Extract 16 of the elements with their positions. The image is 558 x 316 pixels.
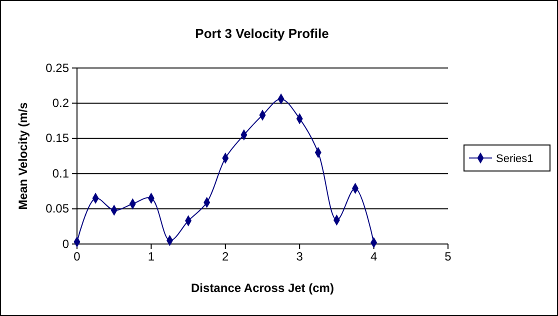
chart-title: Port 3 Velocity Profile — [195, 26, 329, 41]
y-tick-label: 0.1 — [52, 166, 70, 180]
y-axis-title: Mean Velocity (m/s — [16, 102, 30, 210]
x-tick-label: 1 — [148, 250, 155, 264]
y-tick-label: 0.15 — [46, 131, 70, 146]
y-tick-label: 0 — [62, 236, 70, 251]
y-tick-label: 0.05 — [46, 202, 70, 216]
y-tick-label: 0.2 — [52, 96, 70, 110]
x-tick-label: 0 — [74, 250, 81, 264]
x-axis-title: Distance Across Jet (cm) — [191, 281, 334, 295]
legend-label: Series1 — [496, 153, 534, 165]
x-tick-label: 4 — [370, 250, 378, 264]
x-tick-label: 5 — [444, 250, 452, 264]
x-tick-label: 3 — [296, 250, 304, 264]
y-tick-label: 0.25 — [46, 60, 70, 75]
x-tick-label: 2 — [222, 250, 230, 264]
